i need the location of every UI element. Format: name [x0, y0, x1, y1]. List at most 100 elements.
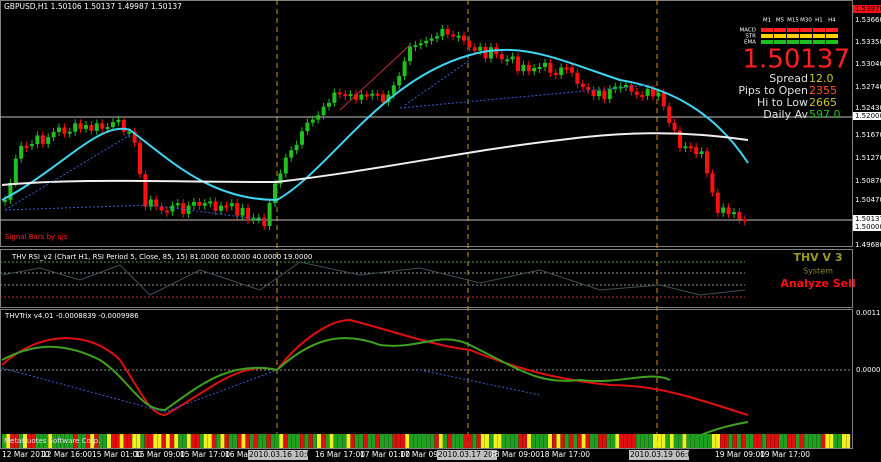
current-price: 1.50137 [742, 45, 850, 75]
candle-body [240, 207, 245, 216]
price-axis-label: 1.49680 [855, 241, 881, 249]
candle-body [408, 46, 412, 62]
signal-cell [548, 434, 552, 448]
signal-cell [191, 434, 195, 448]
candle-body [321, 106, 326, 116]
candle-body [192, 202, 196, 206]
signal-label: Signal Bars by qjs [5, 233, 68, 241]
signal-cell [749, 434, 754, 448]
signal-cell [783, 434, 788, 448]
indicator-cell [800, 40, 812, 44]
candle-body [661, 92, 666, 107]
candle-body [273, 183, 277, 203]
signal-cell [170, 434, 174, 448]
signal-cell [388, 434, 393, 448]
indicator-cell [774, 28, 786, 32]
candle-body [483, 46, 488, 59]
price-axis-label: 1.53970 [855, 5, 881, 13]
candle-body [548, 62, 553, 73]
indicator-label: EMA [744, 40, 756, 46]
signal-cell [329, 434, 334, 448]
candle-body [186, 205, 191, 214]
candle-body [51, 131, 56, 138]
indicator-cell [826, 40, 838, 44]
signal-cell [245, 434, 250, 448]
signal-cell [543, 434, 548, 448]
candle-body [154, 199, 159, 207]
candle-body [213, 201, 218, 211]
signal-cell [632, 434, 636, 448]
candle-body [640, 95, 645, 98]
candle-body [710, 173, 715, 193]
signal-cell [560, 434, 565, 448]
time-label: 18 Mar 09:00 [490, 450, 540, 459]
candle-body [575, 72, 580, 84]
candle-body [586, 87, 591, 90]
signal-cell [682, 434, 687, 448]
candle-body [602, 90, 607, 100]
signal-cell [804, 434, 809, 448]
indicator-cell [813, 40, 825, 44]
price-axis-label: 1.51270 [855, 154, 881, 162]
signal-cell [161, 434, 166, 448]
candle-body [300, 131, 304, 145]
timeframe-label: H1 [815, 18, 823, 24]
signal-cell [262, 434, 267, 448]
trix-axis-label: 0.00119 [856, 309, 881, 317]
signal-cell [384, 434, 389, 448]
time-label: 16 Mar 17:00 [315, 450, 365, 459]
candle-body [742, 219, 747, 222]
signal-cell [140, 434, 145, 448]
signal-cell [199, 434, 204, 448]
system-name: THV V 3 [793, 251, 842, 264]
candle-body [435, 36, 439, 39]
moving-averages [1, 44, 749, 221]
signal-cell [132, 434, 137, 448]
signal-cell [60, 434, 65, 448]
signal-cell [485, 434, 489, 448]
signal-cell [657, 434, 662, 448]
signal-cell [690, 434, 695, 448]
time-label: 18 Mar 17:00 [540, 450, 590, 459]
candle-body [111, 122, 115, 128]
signal-cell [380, 434, 384, 448]
signal-cell [522, 434, 527, 448]
rsi-line [1, 261, 746, 296]
candle-body [148, 199, 153, 207]
system-signal: Analyze Sell [780, 277, 855, 290]
candle-body [645, 88, 650, 96]
time-box [629, 450, 689, 460]
candle-body [413, 45, 418, 48]
signal-cell [707, 434, 712, 448]
signal-cell [837, 434, 842, 448]
candle-body [8, 182, 13, 200]
candle-body [543, 62, 547, 68]
signal-cell [342, 434, 347, 448]
candle-body [467, 40, 472, 48]
signal-cell [825, 434, 830, 448]
signal-cell [501, 434, 506, 448]
signal-cell [296, 434, 300, 448]
candle-body [521, 64, 526, 72]
signal-cell [518, 434, 523, 448]
timeframe-label: M5 [776, 18, 785, 24]
indicator-cell [813, 28, 825, 32]
signal-cell [556, 434, 561, 448]
signal-cell [186, 434, 191, 448]
signal-cell [745, 434, 750, 448]
candle-body [440, 28, 445, 37]
candle-body [19, 145, 24, 159]
signal-cell [699, 434, 704, 448]
signal-cell [254, 434, 258, 448]
candle-body [656, 92, 661, 97]
signal-cell [182, 434, 187, 448]
signal-cell [417, 434, 422, 448]
signal-cell [493, 434, 498, 448]
signal-cell [636, 434, 641, 448]
signal-cell [216, 434, 221, 448]
signal-cell [392, 434, 397, 448]
info-label: Spread [769, 72, 808, 85]
signal-cell [695, 434, 699, 448]
info-value: 2665 [809, 96, 837, 109]
signal-cell [472, 434, 477, 448]
